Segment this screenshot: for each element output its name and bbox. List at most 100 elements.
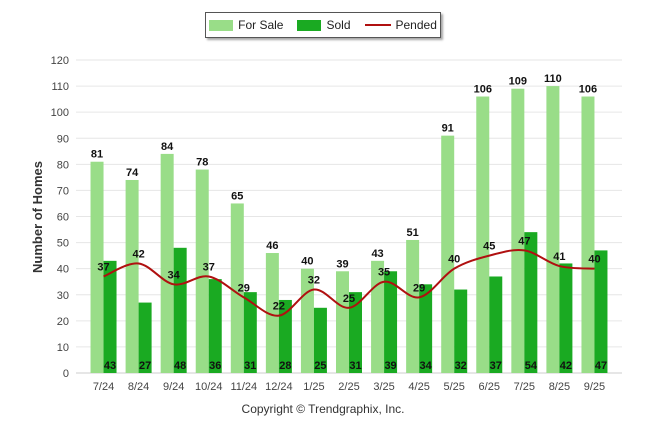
bar-for-sale — [546, 86, 560, 373]
sold-data-label: 39 — [384, 360, 396, 372]
bar-layer — [90, 86, 608, 374]
legend-label-for-sale: For Sale — [238, 18, 284, 32]
y-tick-label: 10 — [57, 342, 69, 354]
bar-for-sale — [441, 135, 455, 373]
bar-for-sale — [195, 169, 209, 373]
pended-data-label: 40 — [588, 254, 600, 266]
bar-for-sale — [125, 179, 139, 373]
x-tick-label: 9/24 — [163, 381, 184, 393]
sold-data-label: 34 — [420, 360, 433, 372]
sold-data-label: 31 — [349, 360, 361, 372]
x-tick-label: 10/24 — [195, 381, 223, 393]
bar-for-sale — [476, 96, 490, 374]
pended-data-label: 29 — [413, 282, 425, 294]
pended-data-label: 42 — [132, 248, 144, 260]
pended-data-label: 41 — [553, 251, 565, 263]
y-tick-label: 30 — [57, 290, 69, 302]
sold-swatch — [297, 19, 322, 31]
x-tick-label: 8/25 — [549, 381, 570, 393]
bar-for-sale — [230, 203, 244, 373]
for-sale-data-label: 78 — [196, 157, 208, 169]
for-sale-data-label: 84 — [161, 141, 174, 153]
legend-item-for-sale[interactable]: For Sale — [209, 18, 283, 32]
for-sale-data-label: 51 — [407, 227, 419, 239]
bar-for-sale — [511, 88, 525, 374]
bar-sold — [454, 289, 468, 373]
bar-sold — [419, 284, 433, 373]
line-layer — [103, 249, 595, 317]
bar-sold — [103, 260, 117, 373]
pended-swatch — [364, 24, 391, 26]
copyright-text: Copyright © Trendgraphix, Inc. — [241, 402, 405, 416]
legend-label-pended: Pended — [395, 18, 437, 32]
bar-sold — [138, 302, 152, 373]
for-sale-data-label: 106 — [474, 84, 492, 96]
bar-for-sale — [581, 96, 595, 374]
x-tick-label: 3/25 — [373, 381, 394, 393]
bar-sold — [349, 292, 362, 373]
bar-sold — [243, 292, 257, 373]
for-sale-data-label: 74 — [126, 167, 139, 179]
legend-item-sold[interactable]: Sold — [297, 18, 351, 32]
pended-data-label: 45 — [483, 241, 495, 253]
pended-data-label: 32 — [308, 275, 320, 287]
x-tick-label: 11/24 — [230, 381, 257, 393]
y-tick-label: 120 — [51, 55, 69, 67]
x-tick-label: 12/24 — [265, 381, 293, 393]
sold-data-label: 42 — [560, 360, 572, 372]
legend-label-sold: Sold — [326, 18, 351, 32]
sold-data-label: 37 — [490, 360, 502, 372]
bar-sold — [559, 263, 573, 373]
bar-sold — [489, 276, 503, 373]
y-tick-label: 40 — [57, 264, 69, 276]
pended-data-label: 29 — [238, 282, 250, 294]
y-tick-label: 0 — [63, 368, 69, 380]
pended-data-label: 35 — [378, 267, 390, 279]
for-sale-swatch — [209, 19, 234, 31]
x-tick-label: 4/25 — [408, 381, 429, 393]
y-tick-label: 100 — [51, 107, 69, 119]
sold-data-label: 54 — [525, 360, 538, 372]
for-sale-data-label: 43 — [371, 248, 383, 260]
for-sale-data-label: 39 — [336, 258, 348, 270]
y-tick-label: 20 — [57, 316, 69, 328]
y-tick-label: 70 — [57, 185, 69, 197]
x-tick-label: 5/25 — [443, 381, 464, 393]
pended-data-label: 34 — [168, 269, 181, 281]
pended-line — [103, 249, 595, 317]
bar-for-sale — [265, 253, 279, 373]
bar-sold — [594, 250, 608, 373]
sold-data-label: 47 — [595, 360, 607, 372]
label-layer: 81 74 84 78 65 46 40 39 43 51 91 106 109 110 106 43 27 48… — [91, 73, 607, 372]
sold-data-label: 32 — [455, 360, 467, 372]
y-axis-title: Number of Homes — [30, 161, 45, 273]
y-tick-label: 50 — [57, 238, 69, 250]
bar-sold — [278, 299, 292, 373]
legend: For Sale Sold Pended — [205, 12, 441, 38]
sold-data-label: 27 — [139, 360, 151, 372]
bar-for-sale — [336, 271, 349, 373]
pended-data-label: 37 — [203, 261, 215, 273]
sold-data-label: 43 — [104, 360, 116, 372]
for-sale-data-label: 91 — [442, 123, 454, 135]
pended-data-label: 37 — [97, 261, 109, 273]
bar-sold — [173, 247, 187, 373]
x-tick-label: 2/25 — [338, 381, 359, 393]
bar-sold — [524, 232, 538, 373]
y-tick-label: 80 — [57, 159, 69, 171]
sold-data-label: 48 — [174, 360, 186, 372]
sold-data-label: 31 — [244, 360, 256, 372]
for-sale-data-label: 65 — [231, 190, 243, 202]
for-sale-data-label: 81 — [91, 149, 103, 161]
pended-data-label: 40 — [448, 254, 460, 266]
bar-sold — [208, 279, 222, 373]
for-sale-data-label: 109 — [509, 76, 527, 88]
sold-data-label: 36 — [209, 360, 221, 372]
x-tick-label: 1/25 — [303, 381, 324, 393]
y-tick-label: 60 — [57, 212, 69, 224]
legend-item-pended[interactable]: Pended — [364, 18, 437, 32]
sold-data-label: 25 — [314, 360, 326, 372]
for-sale-data-label: 46 — [266, 240, 278, 252]
x-tick-label: 6/25 — [479, 381, 500, 393]
